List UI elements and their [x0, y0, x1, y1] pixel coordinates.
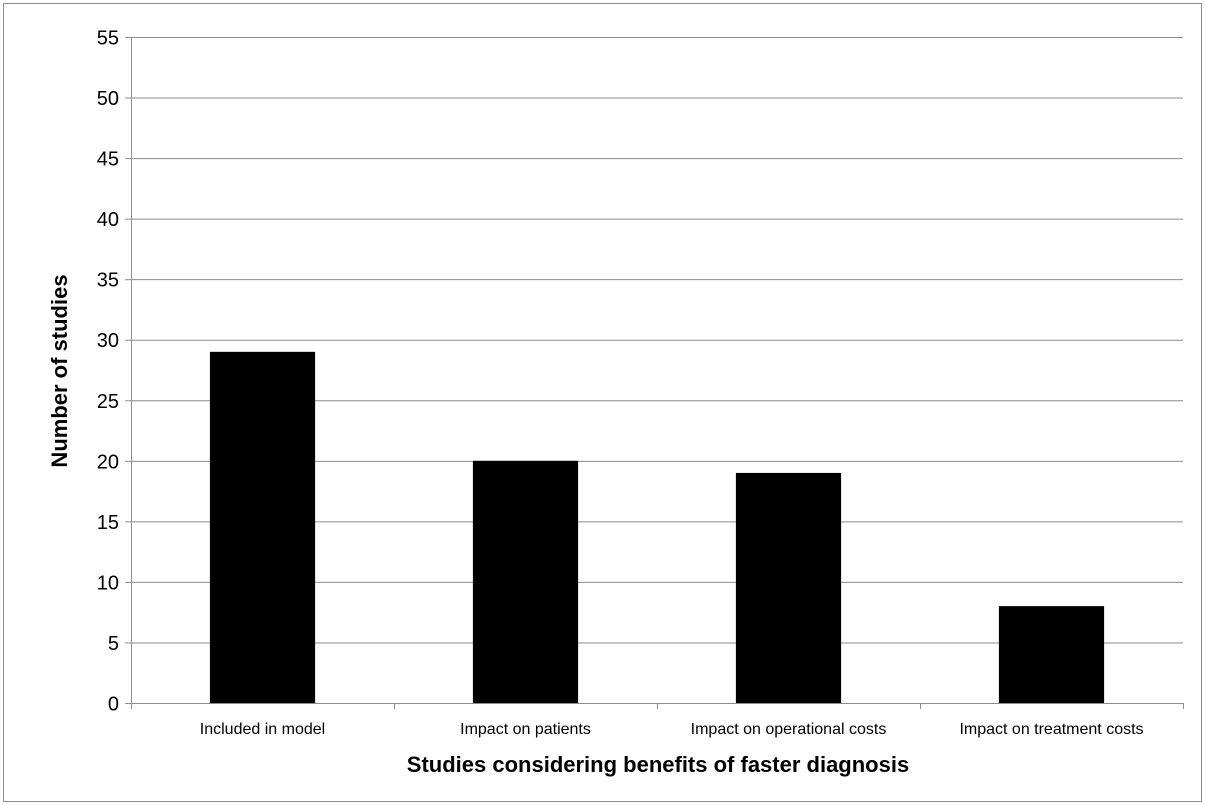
bars — [209, 351, 1105, 703]
y-tick-label: 55 — [97, 28, 119, 50]
y-tick-label: 50 — [97, 88, 119, 110]
axes — [125, 37, 1184, 709]
y-tick-label: 30 — [97, 330, 119, 352]
y-tick-label: 20 — [97, 451, 119, 473]
y-axis-title: Number of studies — [47, 274, 72, 467]
bar — [472, 460, 579, 703]
y-tick-label: 40 — [97, 209, 119, 231]
y-tick-label: 25 — [97, 391, 119, 413]
y-tick-label: 5 — [108, 633, 119, 655]
y-tick-label: 0 — [108, 694, 119, 716]
x-tick-label: Impact on treatment costs — [959, 721, 1143, 738]
x-tick-label: Impact on patients — [460, 721, 591, 738]
y-tick-labels: 0 5 10 15 20 25 30 35 40 45 50 55 — [97, 28, 119, 716]
x-axis-title: Studies considering benefits of faster d… — [407, 752, 909, 777]
x-tick-label: Impact on operational costs — [691, 721, 887, 738]
x-tick-labels: Included in model Impact on patients Impac… — [200, 721, 1144, 738]
bar — [998, 606, 1105, 703]
bar — [209, 351, 316, 703]
y-tick-label: 10 — [97, 572, 119, 594]
y-tick-label: 45 — [97, 149, 119, 171]
bar — [735, 472, 842, 703]
y-tick-label: 15 — [97, 512, 119, 534]
x-tick-label: Included in model — [200, 721, 325, 738]
y-tick-label: 35 — [97, 270, 119, 292]
